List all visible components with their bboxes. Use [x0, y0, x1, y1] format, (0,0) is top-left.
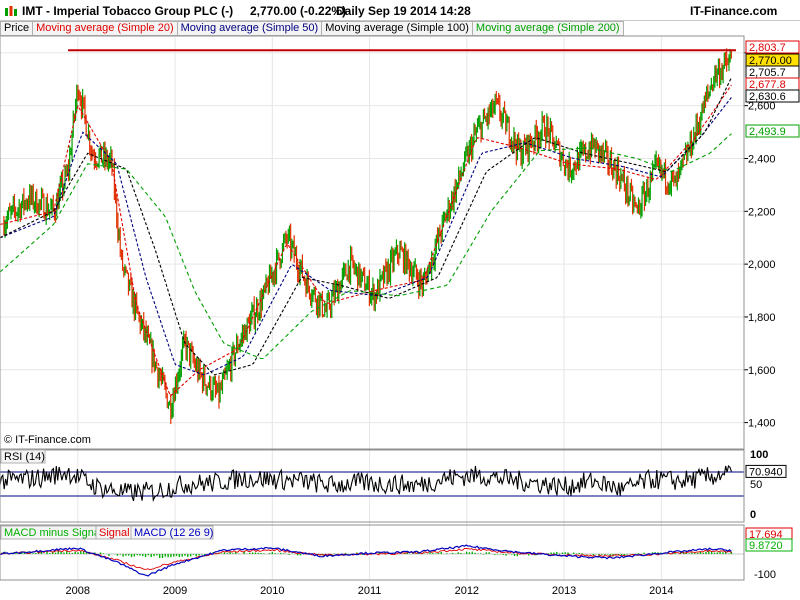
- rsi-tag-label: 70.940: [749, 466, 783, 478]
- macd-tick-label: -100: [754, 569, 776, 581]
- symbol-title: IMT - Imperial Tobacco Group PLC (-): [22, 4, 234, 18]
- rsi-tick-label: 50: [750, 479, 762, 491]
- rsi-tag-box: [745, 464, 787, 478]
- x-tick-label: 2009: [163, 585, 187, 597]
- rsi-pane: [0, 464, 744, 503]
- header-logo-icon: [4, 4, 18, 18]
- price-tag-label: 2,630.6: [749, 91, 786, 103]
- x-tick-label: 2014: [649, 585, 673, 597]
- price-tick-label: 1,600: [748, 365, 776, 377]
- chart-header: IMT - Imperial Tobacco Group PLC (-) 2,7…: [0, 0, 800, 21]
- grid-layer: [0, 37, 744, 580]
- price-tag-label: 2,677.8: [749, 79, 786, 91]
- price-tick-label: 2,000: [748, 259, 776, 271]
- price-tick-label: 2,200: [748, 206, 776, 218]
- axis-layer: 2008 2009 2010 2011 2012 2013 2014 1,400 1,600 1,…: [66, 40, 800, 597]
- x-tick-label: 2013: [552, 585, 576, 597]
- rsi-tick-label: 0: [750, 509, 756, 521]
- watermark: © IT-Finance.com: [4, 434, 91, 446]
- macd-pane: [0, 544, 744, 577]
- price-tag-box: [745, 89, 800, 103]
- price-tick-label: 1,800: [748, 312, 776, 324]
- sma200-line: [0, 133, 732, 360]
- legend-bar: Price Moving average (Simple 20) Moving av…: [0, 21, 624, 36]
- rsi-tick-label: 100: [750, 449, 768, 461]
- sma100-line: [0, 77, 732, 376]
- price-pane: [0, 48, 736, 425]
- interval-label: Daily: [336, 4, 365, 18]
- sma50-line: [0, 97, 732, 376]
- macd-line: [0, 544, 732, 577]
- x-tick-label: 2012: [455, 585, 479, 597]
- price-tick-label: 2,600: [748, 101, 776, 113]
- macd-legend-hist: MACD minus Signal: [4, 527, 102, 539]
- price-tag-label: 2,803.7: [749, 42, 786, 54]
- macd-tag-box: [745, 538, 793, 552]
- price-tag-label: 2,493.9: [749, 126, 786, 138]
- macd-title-box[interactable]: MACD minus Signal Signal MACD (12 26 9): [0, 525, 214, 540]
- macd-legend-signal: Signal: [99, 527, 130, 539]
- legend-sma100[interactable]: Moving average (Simple 100): [321, 21, 473, 36]
- price-tag-box: [745, 40, 800, 54]
- price-tag-label: 2,770.00: [749, 55, 792, 67]
- macd-title: MACD (12 26 9): [134, 527, 213, 539]
- rsi-title: RSI (14): [4, 451, 45, 463]
- macd-signal-line: [0, 547, 732, 571]
- price-tick-label: 1,400: [748, 418, 776, 430]
- price-tag-box: [745, 124, 800, 138]
- price-tick-label: 2,400: [748, 153, 776, 165]
- sma20-line: [0, 84, 732, 397]
- x-tick-label: 2008: [66, 585, 90, 597]
- datetime-label: Sep 19 2014 14:28: [368, 4, 471, 18]
- brand-label: IT-Finance.com: [690, 4, 778, 18]
- macd-tag-label: 17.694: [749, 529, 783, 541]
- rsi-line: [0, 464, 732, 503]
- x-tick-label: 2010: [260, 585, 284, 597]
- macd-tag-label: 9.8720: [749, 540, 783, 552]
- rsi-title-box: RSI (14): [0, 449, 46, 464]
- last-price: 2,770.00 (-0.22%): [250, 4, 347, 18]
- legend-sma20[interactable]: Moving average (Simple 20): [32, 21, 178, 36]
- price-tag-label: 2,705.7: [749, 67, 786, 79]
- x-tick-label: 2011: [358, 585, 382, 597]
